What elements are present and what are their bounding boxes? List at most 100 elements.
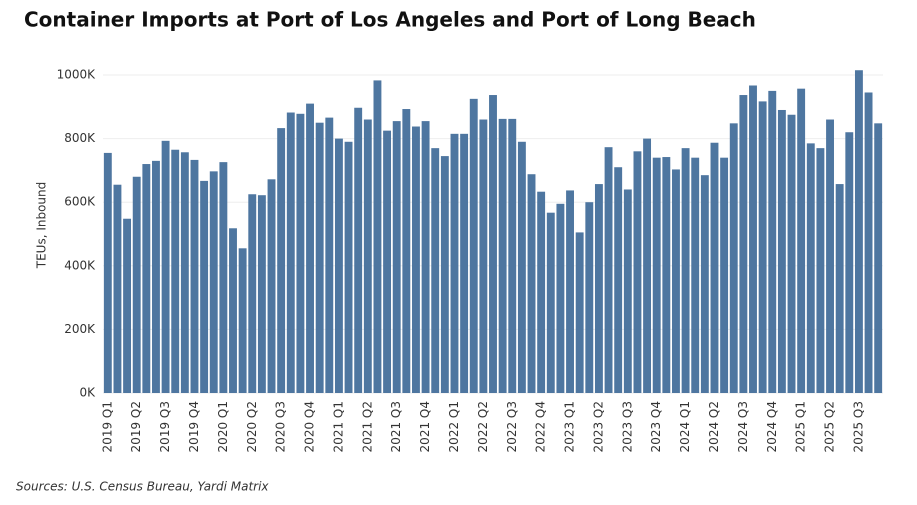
bar: [623, 189, 632, 393]
x-tick-label: 2020 Q4: [303, 401, 317, 452]
x-tick-label: 2021 Q2: [360, 401, 374, 452]
bar: [238, 248, 247, 393]
x-tick-label: 2025 Q1: [794, 401, 808, 452]
bar: [816, 148, 825, 393]
bar: [277, 128, 286, 393]
bar: [209, 171, 218, 393]
x-tick-label: 2022 Q4: [534, 401, 548, 452]
bar: [681, 148, 690, 393]
bar: [363, 119, 372, 394]
bar: [296, 113, 305, 394]
bar: [392, 121, 401, 394]
bar: [854, 70, 863, 393]
bar: [845, 132, 854, 394]
y-tick-label: 200K: [64, 322, 96, 336]
bar: [383, 130, 392, 393]
bar: [652, 157, 661, 393]
bar: [806, 143, 815, 393]
x-tick-label: 2020 Q3: [274, 401, 288, 452]
bar: [440, 156, 449, 393]
bar: [777, 109, 786, 393]
x-tick-label: 2019 Q4: [187, 401, 201, 452]
bar: [585, 202, 594, 393]
x-tick-label: 2022 Q1: [447, 401, 461, 452]
x-tick-label: 2025 Q2: [823, 401, 837, 452]
bar: [123, 218, 132, 393]
bar: [489, 95, 497, 393]
bar: [729, 123, 738, 393]
bar: [739, 95, 748, 393]
bar: [354, 107, 363, 393]
x-tick-label: 2019 Q1: [100, 401, 114, 452]
x-tick-label: 2025 Q3: [851, 401, 865, 452]
x-tick-label: 2023 Q2: [591, 401, 605, 452]
bar: [229, 228, 237, 393]
y-axis-label: TEUs, Inbound: [35, 182, 49, 270]
y-tick-label: 1000K: [57, 68, 97, 82]
bar: [373, 80, 382, 393]
bar: [768, 90, 777, 394]
x-tick-label: 2019 Q3: [158, 401, 172, 452]
bar: [142, 164, 151, 393]
y-tick-label: 0K: [79, 386, 96, 400]
bar: [662, 157, 671, 393]
bar: [450, 133, 459, 393]
bar: [103, 152, 112, 393]
bar: [431, 148, 440, 393]
bar: [797, 88, 806, 393]
bar: [315, 122, 324, 393]
bar: [460, 133, 469, 393]
bar: [200, 180, 209, 393]
bar: [412, 126, 420, 394]
bar: [402, 109, 411, 393]
bar: [334, 138, 343, 393]
bar: [710, 142, 719, 393]
chart-title: Container Imports at Port of Los Angeles…: [24, 8, 756, 32]
bar: [575, 232, 584, 393]
bar: [469, 98, 478, 393]
bar: [566, 190, 574, 393]
x-tick-label: 2023 Q4: [649, 401, 663, 452]
x-tick-label: 2020 Q1: [216, 401, 230, 452]
bar: [508, 118, 517, 393]
bar: [720, 157, 729, 393]
bar: [633, 151, 642, 393]
bar: [306, 103, 314, 394]
x-tick-label: 2023 Q3: [620, 401, 634, 452]
bar: [248, 194, 257, 393]
bar: [132, 176, 141, 393]
bar: [556, 203, 565, 393]
y-tick-label: 600K: [64, 195, 96, 209]
bar: [835, 184, 844, 393]
bar: [787, 114, 796, 393]
bar: [171, 149, 180, 393]
y-tick-label: 400K: [64, 258, 96, 272]
x-tick-label: 2024 Q3: [736, 401, 750, 452]
x-tick-label: 2022 Q2: [476, 401, 490, 452]
bar: [826, 119, 834, 394]
bar: [180, 152, 189, 393]
bar: [700, 175, 709, 393]
x-tick-label: 2024 Q1: [678, 401, 692, 452]
bar: [537, 191, 546, 393]
bar: [479, 119, 488, 394]
bar: [758, 101, 767, 394]
x-tick-label: 2021 Q4: [418, 401, 432, 452]
bar: [517, 141, 526, 393]
x-tick-label: 2021 Q3: [389, 401, 403, 452]
x-tick-label: 2021 Q1: [331, 401, 345, 452]
bar: [546, 212, 555, 393]
bar: [874, 123, 883, 393]
bar: [749, 85, 757, 393]
x-tick-label: 2023 Q1: [563, 401, 577, 452]
bar: [257, 195, 266, 393]
bar: [864, 92, 873, 394]
x-tick-label: 2020 Q2: [245, 401, 259, 452]
x-tick-label: 2024 Q2: [707, 401, 721, 452]
bar: [325, 117, 334, 393]
bar: [113, 184, 122, 393]
bar: [691, 157, 700, 393]
bar: [344, 141, 353, 393]
bar: [219, 162, 228, 393]
